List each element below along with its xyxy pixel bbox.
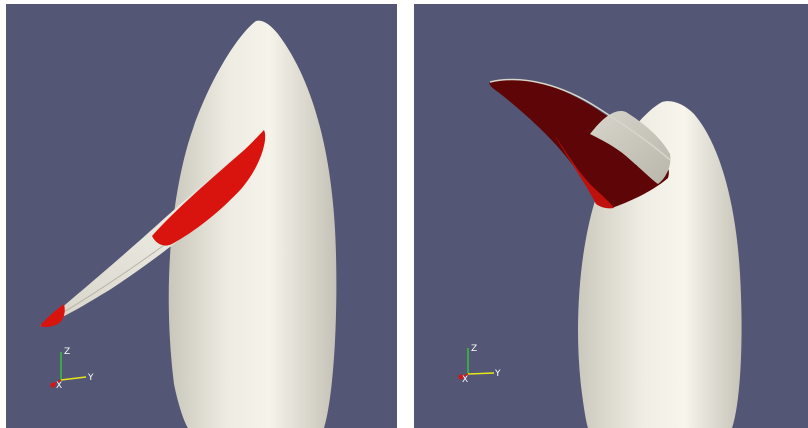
wing-inner-surface xyxy=(590,110,671,184)
left-scene: Z Y X xyxy=(39,20,337,428)
axis-y-label: Y xyxy=(494,369,501,379)
axis-x-label: X xyxy=(462,375,468,385)
fuselage-body xyxy=(168,20,337,428)
axis-z-label: Z xyxy=(64,347,70,357)
right-scene: Z Y X xyxy=(458,78,742,428)
axis-x-label: X xyxy=(56,381,62,391)
right-render-view[interactable]: Z Y X xyxy=(414,4,808,428)
wing-edge xyxy=(489,78,671,161)
axis-y-label: Y xyxy=(87,373,94,383)
axes-triad: Z Y X xyxy=(50,347,94,391)
axis-z-label: Z xyxy=(471,344,477,354)
wing-surface xyxy=(40,132,264,326)
left-render-view[interactable]: Z Y X xyxy=(6,4,397,428)
dark-red-region xyxy=(489,79,669,208)
axes-triad: Z Y X xyxy=(458,344,501,385)
red-region-upper xyxy=(152,130,266,246)
red-region-tip xyxy=(40,304,65,328)
